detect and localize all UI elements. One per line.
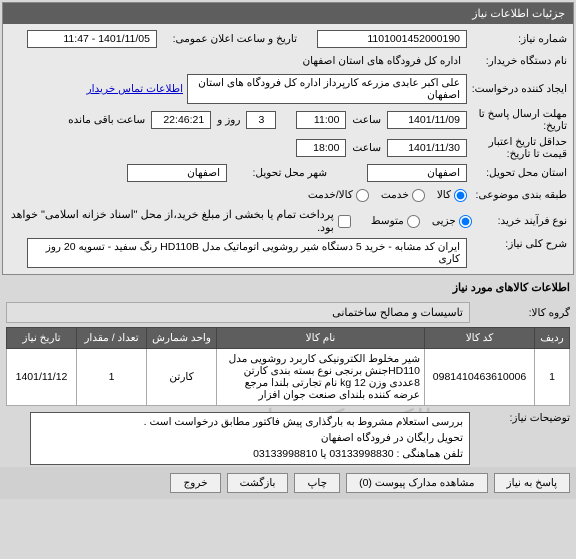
desc-value: ایران کد مشابه - خرید 5 دستگاه شیر روشوی… <box>27 238 467 268</box>
subject-class-label: طبقه بندی موضوعی: <box>467 189 567 201</box>
validity-label: حداقل تاریخ اعتبار قیمت تا تاریخ: <box>467 136 567 160</box>
print-button[interactable]: چاپ <box>294 473 340 493</box>
reply-button[interactable]: پاسخ به نیاز <box>494 473 570 493</box>
province-deliver: اصفهان <box>367 164 467 182</box>
time-word-1: ساعت <box>346 112 387 128</box>
cell-qty: 1 <box>77 349 147 406</box>
validity-time: 18:00 <box>296 139 346 157</box>
th-name: نام کالا <box>217 328 425 349</box>
th-date: تاریخ نیاز <box>7 328 77 349</box>
panel-title: جزئیات اطلاعات نیاز <box>3 3 573 24</box>
buyer-value: اداره کل فرودگاه های استان اصفهان <box>296 53 467 69</box>
cell-date: 1401/11/12 <box>7 349 77 406</box>
th-row: ردیف <box>535 328 570 349</box>
group-label: گروه کالا: <box>470 307 570 319</box>
validity-date: 1401/11/30 <box>387 139 467 157</box>
th-qty: تعداد / مقدار <box>77 328 147 349</box>
time-word-2: ساعت <box>346 140 387 156</box>
creator-value: علی اکبر عابدی مزرعه کارپرداز اداره کل ف… <box>187 74 467 104</box>
purchase-type-label: نوع فرآیند خرید: <box>472 215 567 227</box>
cell-unit: کارتن <box>147 349 217 406</box>
need-details-panel: جزئیات اطلاعات نیاز شماره نیاز: 11010014… <box>2 2 574 275</box>
back-button[interactable]: بازگشت <box>227 473 289 493</box>
province-deliver-label: استان محل تحویل: <box>467 167 567 179</box>
radio-khedmat[interactable]: خدمت <box>381 189 425 202</box>
subject-class-radios: کالا خدمت کالا/خدمت <box>308 189 467 202</box>
footer-buttons: پاسخ به نیاز مشاهده مدارک پیوست (0) چاپ … <box>0 467 576 499</box>
radio-jozi[interactable]: جزیی <box>432 215 472 228</box>
contact-link[interactable]: اطلاعات تماس خریدار <box>83 83 187 95</box>
docs-button[interactable]: مشاهده مدارک پیوست (0) <box>346 473 487 493</box>
city-deliver-label: شهر محل تحویل: <box>227 167 327 179</box>
cell-idx: 1 <box>535 349 570 406</box>
th-code: کد کالا <box>425 328 535 349</box>
buyer-label: نام دستگاه خریدار: <box>467 55 567 67</box>
remain-days: 3 <box>246 111 276 129</box>
goods-table: ردیف کد کالا نام کالا واحد شمارش تعداد /… <box>6 327 570 406</box>
pay-note-check[interactable]: پرداخت تمام یا بخشی از مبلغ خرید،از محل … <box>9 208 351 234</box>
days-word: روز و <box>211 112 246 128</box>
notes-value: بررسی استعلام مشروط به بارگذاری پیش فاکت… <box>30 412 470 465</box>
remain-suffix: ساعت باقی مانده <box>62 112 151 128</box>
need-no-label: شماره نیاز: <box>467 33 567 45</box>
radio-motevaset[interactable]: متوسط <box>371 215 420 228</box>
purchase-type-radios: جزیی متوسط <box>371 215 472 228</box>
exit-button[interactable]: خروج <box>170 473 220 493</box>
reply-date: 1401/11/09 <box>387 111 467 129</box>
radio-kala-khedmat[interactable]: کالا/خدمت <box>308 189 369 202</box>
city-deliver: اصفهان <box>127 164 227 182</box>
cell-name: شیر مخلوط الکترونیکی کاربرد روشویی مدل H… <box>217 349 425 406</box>
table-row[interactable]: 1 0981410463610006 شیر مخلوط الکترونیکی … <box>7 349 570 406</box>
desc-label: شرح کلی نیاز: <box>467 238 567 250</box>
remain-time: 22:46:21 <box>151 111 211 129</box>
announce-label: تاریخ و ساعت اعلان عمومی: <box>157 33 297 45</box>
announce-value: 1401/11/05 - 11:47 <box>27 30 157 48</box>
need-no-value: 1101001452000190 <box>317 30 467 48</box>
reply-time: 11:00 <box>296 111 346 129</box>
goods-section-title: اطلاعات کالاهای مورد نیاز <box>0 277 576 298</box>
group-value: تاسیسات و مصالح ساختمانی <box>6 302 470 323</box>
reply-deadline-label: مهلت ارسال پاسخ تا تاریخ: <box>467 108 567 132</box>
radio-kala[interactable]: کالا <box>437 189 467 202</box>
cell-code: 0981410463610006 <box>425 349 535 406</box>
creator-label: ایجاد کننده درخواست: <box>467 83 567 95</box>
th-unit: واحد شمارش <box>147 328 217 349</box>
notes-label: توضیحات نیاز: <box>470 412 570 424</box>
